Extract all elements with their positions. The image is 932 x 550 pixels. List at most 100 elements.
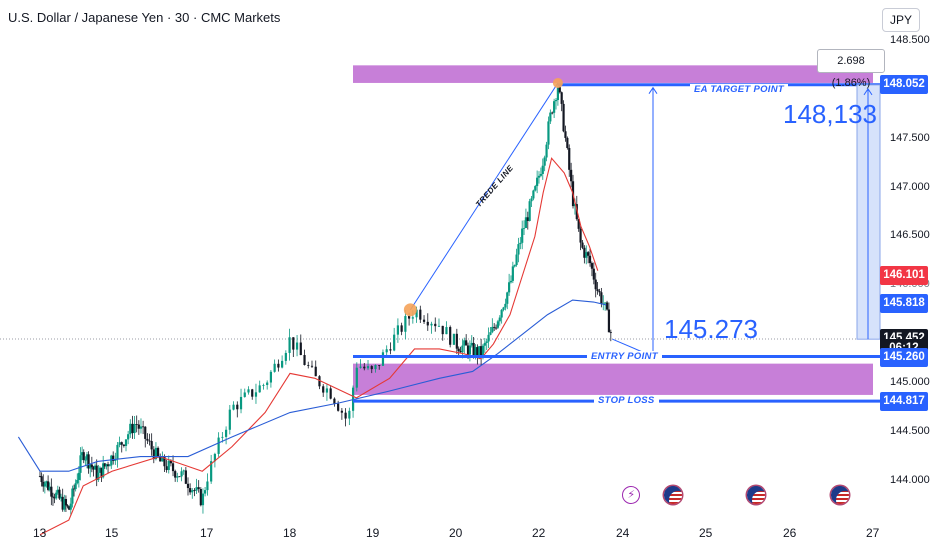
candle-body xyxy=(106,464,110,467)
candle-body xyxy=(314,366,317,377)
candle-body xyxy=(92,467,95,470)
candle-body xyxy=(103,463,106,467)
candles-group xyxy=(38,83,612,516)
candle-body xyxy=(180,471,183,477)
us-flag-event-icon[interactable] xyxy=(663,486,682,504)
us-flag-event-icon[interactable] xyxy=(830,486,849,504)
candle-body xyxy=(434,323,437,327)
candle-body xyxy=(355,367,358,388)
candle-body xyxy=(137,424,140,429)
measure-arrow-head xyxy=(863,87,873,96)
candle-body xyxy=(210,461,213,482)
candle-body xyxy=(95,465,98,480)
candle-body xyxy=(76,479,79,484)
stop-zone xyxy=(353,363,873,395)
candle-body xyxy=(266,382,269,385)
candle-body xyxy=(604,302,607,304)
price-tag: 146.101 xyxy=(880,266,928,285)
candle-body xyxy=(348,410,351,419)
candle-body xyxy=(269,371,273,383)
candle-body xyxy=(213,453,216,462)
candle-body xyxy=(262,384,265,386)
candle-body xyxy=(284,352,287,361)
candle-body xyxy=(184,470,187,484)
candle-body xyxy=(74,483,77,490)
candle-body xyxy=(64,498,68,506)
candle-body xyxy=(465,340,468,346)
candle-body xyxy=(165,466,168,471)
candle-body xyxy=(609,332,612,334)
candle-body xyxy=(536,177,539,187)
candle-body xyxy=(292,337,295,350)
candle-body xyxy=(251,389,254,397)
candle-body xyxy=(299,342,302,356)
candle-body xyxy=(598,291,601,293)
candle-body xyxy=(182,470,185,472)
candle-body xyxy=(366,366,370,369)
candle-body xyxy=(500,309,503,318)
candle-body xyxy=(415,309,418,318)
candle-body xyxy=(389,349,392,351)
candle-body xyxy=(541,165,544,174)
candle-body xyxy=(139,426,143,429)
candle-body xyxy=(577,219,580,229)
candle-body xyxy=(408,316,411,319)
candle-body xyxy=(112,455,115,461)
candle-body xyxy=(534,186,537,191)
candle-body xyxy=(77,472,80,480)
candle-body xyxy=(105,464,108,467)
candle-body xyxy=(553,101,556,113)
us-flag-event-icon[interactable] xyxy=(747,486,766,504)
candle-body xyxy=(98,467,102,473)
candle-body xyxy=(288,337,291,353)
candle-body xyxy=(564,131,567,138)
candle-body xyxy=(426,321,429,326)
candle-body xyxy=(102,463,105,478)
candle-body xyxy=(45,481,48,484)
y-tick-label: 147.000 xyxy=(890,180,930,193)
candle-body xyxy=(307,364,310,366)
candle-body xyxy=(478,346,481,357)
stop-zone-label: STOP LOSS xyxy=(594,395,659,406)
entry-zone-label: ENTRY POINT xyxy=(587,351,662,362)
candle-body xyxy=(84,459,87,461)
candle-body xyxy=(247,389,250,393)
candle-body xyxy=(329,388,332,399)
candle-body xyxy=(254,392,258,397)
candle-body xyxy=(142,426,145,428)
candle-body xyxy=(374,364,377,370)
candle-body xyxy=(385,349,388,353)
candle-body xyxy=(93,465,97,470)
candle-body xyxy=(515,254,518,266)
candle-body xyxy=(156,447,160,457)
currency-button[interactable]: JPY xyxy=(882,8,920,32)
candle-body xyxy=(333,398,336,404)
candle-body xyxy=(513,265,516,267)
candle-body xyxy=(50,486,53,497)
candle-body xyxy=(585,252,588,258)
candle-body xyxy=(560,92,563,104)
candle-body xyxy=(521,228,524,243)
candle-body xyxy=(72,488,76,490)
candle-body xyxy=(579,228,582,243)
candle-body xyxy=(517,244,520,255)
candle-body xyxy=(116,444,119,460)
candle-body xyxy=(496,321,500,328)
candle-body xyxy=(51,496,55,498)
target-zone-label: EA TARGET POINT xyxy=(690,84,788,95)
lightning-event-icon[interactable]: ⚡ xyxy=(622,486,641,504)
candle-body xyxy=(489,332,492,335)
candle-body xyxy=(498,317,501,322)
candle-body xyxy=(463,340,466,346)
candle-body xyxy=(69,503,72,510)
chart-title: U.S. Dollar / Japanese Yen · 30 · CMC Ma… xyxy=(8,10,281,25)
candle-body xyxy=(120,442,123,445)
candle-body xyxy=(422,319,426,322)
candle-body xyxy=(524,217,528,229)
candle-body xyxy=(110,455,113,466)
candle-body xyxy=(295,342,299,350)
candle-body xyxy=(82,452,85,461)
entry-value-label: 145.273 xyxy=(664,314,758,344)
candle-body xyxy=(68,506,71,510)
